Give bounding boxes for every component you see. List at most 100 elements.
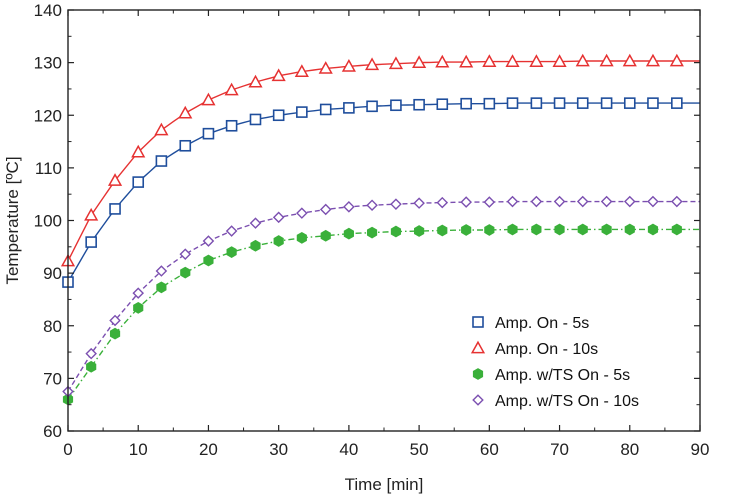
- ticks-layer: 0 10 20 30 40 50 60 70 80 90 60 70 80 90 100 110 120 130 1…: [34, 1, 710, 459]
- data-point: [248, 74, 263, 88]
- data-point: [155, 265, 168, 277]
- legend-marker: [472, 368, 484, 380]
- data-point: [224, 82, 239, 96]
- data-point: [366, 199, 378, 212]
- data-point: [249, 217, 262, 229]
- data-point: [669, 53, 684, 67]
- series-3: [62, 195, 700, 398]
- data-point: [437, 224, 448, 237]
- y-tick-label: 60: [43, 422, 62, 441]
- data-point: [250, 239, 261, 252]
- y-tick-label: 80: [43, 317, 62, 336]
- legend-label: Amp. On - 10s: [495, 341, 598, 358]
- data-point: [132, 287, 145, 299]
- data-point: [414, 225, 425, 237]
- data-point: [622, 53, 637, 67]
- legend-marker: [472, 316, 484, 328]
- legend: Amp. On - 5s Amp. On - 10s Amp. w/TS On - …: [470, 315, 639, 410]
- x-tick-label: 10: [129, 440, 148, 459]
- data-point: [436, 196, 449, 209]
- series-0: [62, 97, 700, 288]
- data-point: [343, 227, 354, 240]
- data-point: [156, 281, 167, 294]
- x-tick-label: 0: [63, 440, 72, 459]
- data-point: [552, 54, 567, 67]
- data-point: [86, 360, 97, 373]
- data-point: [366, 226, 378, 239]
- data-point: [436, 98, 449, 110]
- data-point: [318, 61, 333, 74]
- data-point: [296, 231, 307, 244]
- data-point: [109, 314, 121, 327]
- data-point: [484, 224, 495, 236]
- data-point: [179, 248, 192, 260]
- legend-label: Amp. w/TS On - 5s: [495, 367, 630, 384]
- data-point: [271, 68, 286, 82]
- data-point: [530, 97, 543, 109]
- x-tick-label: 70: [550, 440, 569, 459]
- data-point: [343, 201, 355, 213]
- data-point: [390, 198, 402, 210]
- data-point: [180, 266, 191, 279]
- y-axis-title: Temperature [ºC]: [3, 156, 22, 284]
- data-point: [435, 54, 450, 68]
- data-point: [202, 127, 215, 140]
- data-point: [529, 54, 544, 67]
- data-point: [483, 97, 496, 110]
- data-point: [294, 64, 309, 77]
- data-point: [85, 347, 97, 360]
- data-point: [272, 109, 285, 122]
- data-point: [390, 225, 402, 238]
- data-point: [671, 195, 683, 208]
- data-point: [577, 223, 588, 236]
- data-point: [575, 53, 590, 67]
- data-point: [343, 102, 355, 114]
- data-point: [178, 105, 193, 119]
- data-point: [623, 195, 636, 208]
- data-point: [600, 195, 613, 208]
- data-point: [390, 99, 402, 112]
- data-point: [645, 53, 661, 67]
- data-point: [341, 58, 356, 72]
- data-point: [85, 236, 97, 248]
- data-point: [226, 246, 237, 258]
- data-point: [599, 53, 614, 67]
- data-point: [319, 203, 332, 216]
- y-tick-label: 120: [34, 106, 62, 125]
- x-tick-label: 50: [410, 440, 429, 459]
- data-point: [554, 223, 565, 236]
- data-point: [413, 98, 425, 111]
- legend-item-2: Amp. w/TS On - 5s: [472, 367, 630, 384]
- data-point: [671, 223, 682, 236]
- data-point: [132, 176, 145, 188]
- x-tick-label: 30: [269, 440, 288, 459]
- data-point: [388, 56, 404, 70]
- data-point: [364, 57, 380, 71]
- data-point: [531, 223, 542, 236]
- data-point: [647, 97, 659, 109]
- data-point: [107, 173, 123, 186]
- data-point: [483, 196, 496, 208]
- data-point: [413, 197, 425, 209]
- x-tick-label: 80: [620, 440, 639, 459]
- data-point: [647, 195, 659, 208]
- legend-item-0: Amp. On - 5s: [472, 315, 589, 332]
- legend-item-1: Amp. On - 10s: [470, 340, 598, 358]
- x-tick-label: 20: [199, 440, 218, 459]
- legend-marker: [470, 340, 486, 354]
- data-point: [154, 122, 169, 136]
- legend-marker: [472, 394, 484, 406]
- series-layer: [60, 53, 700, 406]
- data-point: [273, 235, 284, 247]
- data-point: [319, 103, 332, 116]
- data-point: [320, 229, 331, 242]
- y-tick-label: 130: [34, 54, 62, 73]
- data-point: [84, 207, 99, 221]
- data-point: [366, 100, 378, 113]
- y-tick-label: 100: [34, 212, 62, 231]
- data-point: [296, 106, 308, 118]
- y-tick-label: 140: [34, 1, 62, 20]
- data-point: [600, 97, 613, 109]
- data-point: [179, 139, 192, 152]
